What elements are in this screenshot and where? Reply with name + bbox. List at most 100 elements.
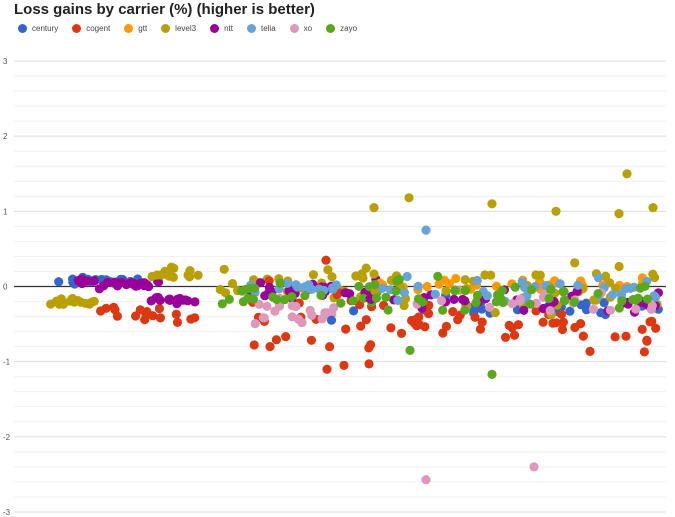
legend-swatch-level3 xyxy=(161,24,171,33)
data-point-xo xyxy=(529,462,539,472)
data-point-cogent xyxy=(647,316,657,326)
data-point-zayo xyxy=(593,289,603,299)
data-point-level3 xyxy=(76,297,86,307)
data-point-cogent xyxy=(513,320,524,330)
data-point-cogent xyxy=(321,255,331,265)
data-point-telia xyxy=(399,288,409,298)
data-point-telia xyxy=(304,280,314,290)
data-point-zayo xyxy=(450,286,460,296)
data-point-ntt xyxy=(146,296,156,306)
data-point-century xyxy=(326,315,337,325)
data-point-zayo xyxy=(527,285,537,295)
legend-item-telia[interactable]: telia xyxy=(246,24,276,33)
legend-item-zayo[interactable]: zayo xyxy=(326,24,357,33)
chart-title: Loss gains by carrier (%) (higher is bet… xyxy=(14,1,315,18)
data-point-ntt xyxy=(117,277,128,287)
data-point-ntt xyxy=(102,277,112,288)
legend-swatch-telia xyxy=(246,24,256,33)
data-point-gtt xyxy=(444,279,454,289)
data-point-ntt xyxy=(165,295,175,305)
data-point-gtt xyxy=(434,279,444,289)
data-point-telia xyxy=(291,280,301,290)
data-point-xo xyxy=(250,319,260,329)
y-tick-label: 3 xyxy=(3,57,8,66)
data-point-xo xyxy=(291,301,301,312)
data-point-xo xyxy=(421,475,431,485)
data-point-cogent xyxy=(141,309,151,319)
data-point-zayo xyxy=(268,292,278,302)
data-point-cogent xyxy=(109,302,119,312)
legend-item-cogent[interactable]: cogent xyxy=(72,24,110,33)
data-point-zayo xyxy=(275,278,285,288)
legend: century cogent gtt level3 ntt telia xo zayo xyxy=(18,24,371,33)
legend-item-xo[interactable]: xo xyxy=(289,24,312,33)
legend-swatch-zayo xyxy=(326,24,336,33)
data-point-cogent xyxy=(585,346,595,356)
data-point-cogent xyxy=(441,321,451,331)
data-point-level3 xyxy=(361,263,371,273)
data-point-cogent xyxy=(306,335,316,345)
legend-swatch-century xyxy=(18,24,27,33)
data-point-xo xyxy=(329,303,339,313)
data-point-gtt xyxy=(451,273,461,284)
data-point-zayo xyxy=(438,305,448,315)
data-point-ntt xyxy=(190,297,200,307)
data-point-cogent xyxy=(264,276,274,286)
data-point-zayo xyxy=(460,305,470,315)
data-point-cogent xyxy=(637,324,647,334)
data-point-century xyxy=(599,298,609,308)
data-point-level3 xyxy=(46,299,56,309)
legend-label-century: century xyxy=(32,24,59,33)
data-point-telia xyxy=(377,283,387,293)
data-point-cogent xyxy=(341,324,351,334)
data-point-cogent xyxy=(396,328,407,338)
data-point-telia xyxy=(482,291,492,301)
data-point-level3 xyxy=(486,270,496,280)
data-point-ntt xyxy=(178,295,188,305)
data-point-century xyxy=(581,305,592,315)
data-point-century xyxy=(54,277,64,287)
data-point-zayo xyxy=(495,293,505,303)
legend-swatch-xo xyxy=(289,24,299,33)
data-point-cogent xyxy=(322,364,332,374)
data-point-century xyxy=(349,306,359,316)
data-point-level3 xyxy=(614,261,624,272)
data-point-xo xyxy=(287,312,297,322)
data-point-cogent xyxy=(556,309,567,319)
data-point-level3 xyxy=(69,297,79,307)
data-point-xo xyxy=(437,296,447,306)
data-point-cogent xyxy=(172,317,183,327)
data-point-level3 xyxy=(164,271,174,281)
data-point-cogent xyxy=(453,315,463,325)
data-point-cogent xyxy=(576,319,586,329)
data-point-ntt xyxy=(460,296,470,306)
y-tick-label: 1 xyxy=(3,207,8,216)
data-point-century xyxy=(596,308,606,318)
data-point-cogent xyxy=(366,340,376,350)
legend-item-level3[interactable]: level3 xyxy=(161,24,196,33)
data-point-xo xyxy=(305,305,315,315)
legend-item-gtt[interactable]: gtt xyxy=(124,24,147,33)
legend-item-ntt[interactable]: ntt xyxy=(210,24,233,33)
data-point-level3 xyxy=(551,206,561,216)
data-point-telia xyxy=(430,289,440,299)
data-point-zayo xyxy=(525,299,535,309)
legend-item-century[interactable]: century xyxy=(18,24,58,33)
data-point-cogent xyxy=(531,306,541,316)
y-tick-label: 2 xyxy=(3,132,8,141)
data-point-level3 xyxy=(357,272,367,283)
data-point-level3 xyxy=(219,264,229,274)
data-point-level3 xyxy=(487,199,497,209)
data-point-level3 xyxy=(147,271,157,282)
data-point-cogent xyxy=(96,306,106,316)
data-point-level3 xyxy=(531,270,541,280)
data-point-telia xyxy=(421,225,431,235)
data-point-ntt xyxy=(89,276,99,286)
data-point-zayo xyxy=(371,293,381,303)
legend-label-cogent: cogent xyxy=(86,24,111,33)
data-point-cogent xyxy=(131,311,141,321)
data-point-xo xyxy=(485,302,495,312)
data-point-level3 xyxy=(369,203,379,213)
y-tick-label: 0 xyxy=(3,283,8,292)
